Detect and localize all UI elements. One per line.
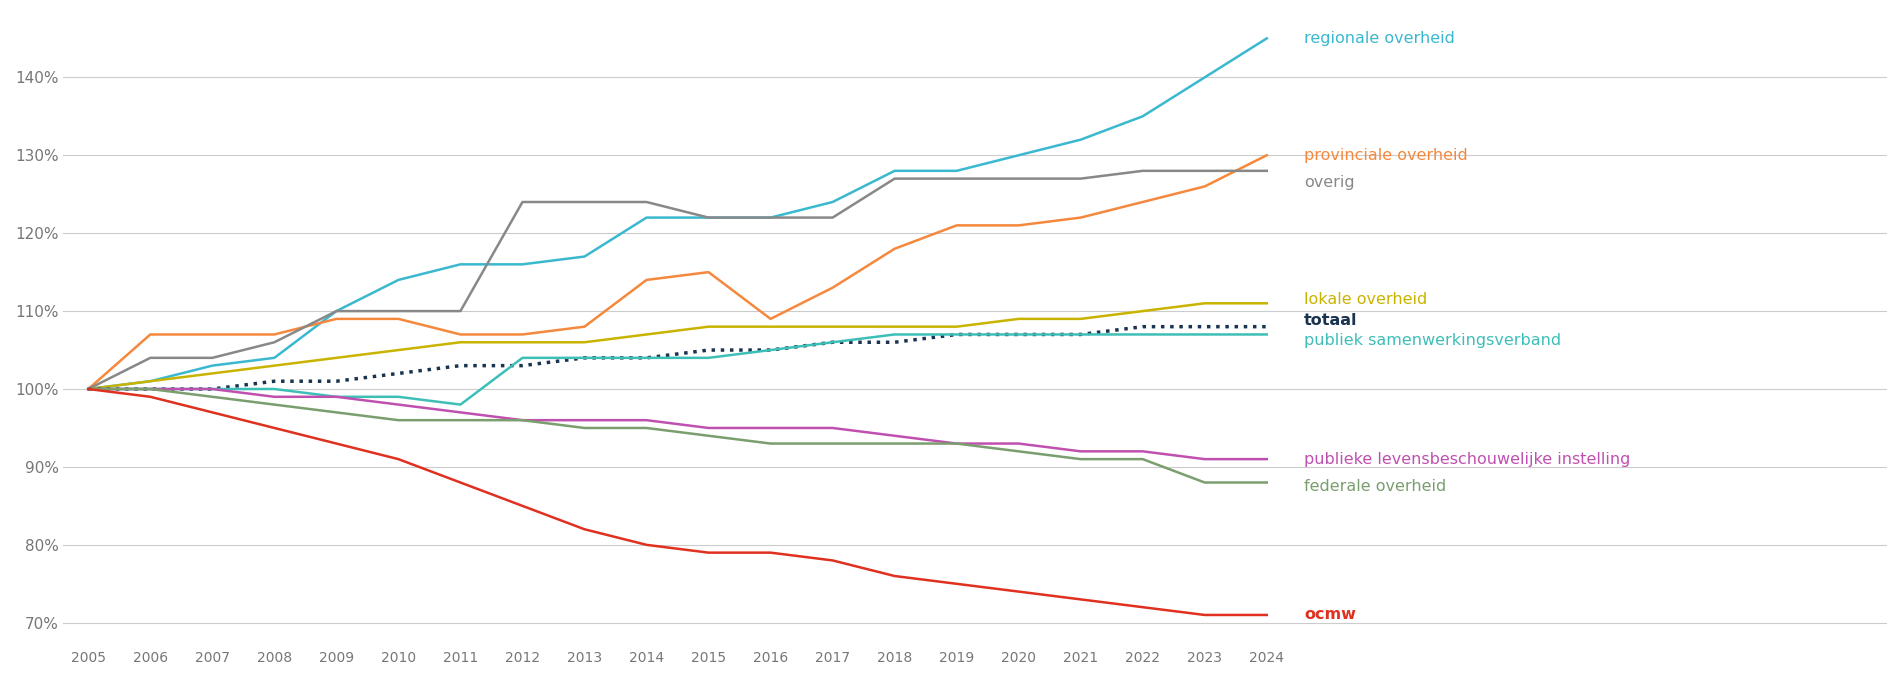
Text: publieke levensbeschouwelijke instelling: publieke levensbeschouwelijke instelling (1305, 452, 1630, 466)
Text: ocmw: ocmw (1305, 607, 1356, 622)
Text: provinciale overheid: provinciale overheid (1305, 148, 1468, 163)
Text: publiek samenwerkingsverband: publiek samenwerkingsverband (1305, 333, 1562, 348)
Text: overig: overig (1305, 175, 1354, 190)
Text: lokale overheid: lokale overheid (1305, 292, 1426, 307)
Text: regionale overheid: regionale overheid (1305, 31, 1455, 46)
Text: federale overheid: federale overheid (1305, 479, 1446, 494)
Text: totaal: totaal (1305, 313, 1358, 328)
